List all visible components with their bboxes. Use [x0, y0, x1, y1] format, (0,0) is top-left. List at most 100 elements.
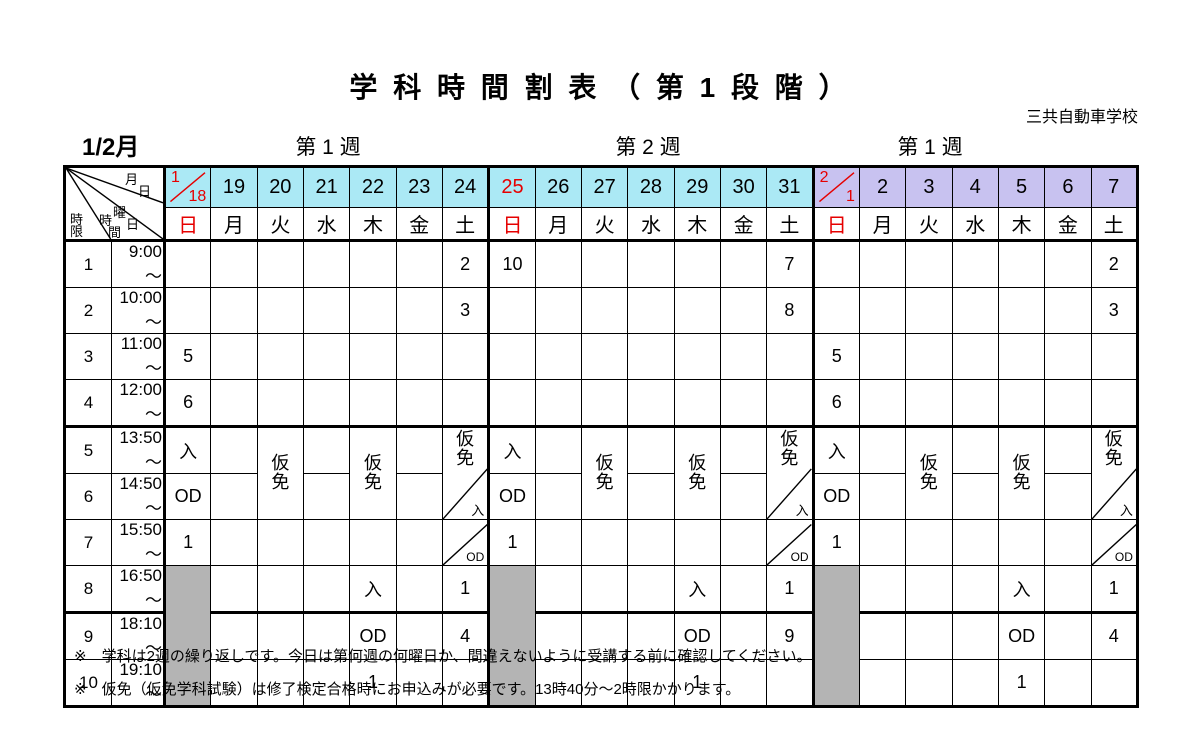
schedule-cell [673, 333, 721, 380]
provisional-license-cell: 仮免 [673, 426, 721, 520]
period-number-cell: 5 [64, 426, 112, 474]
schedule-cell: 入 [673, 565, 721, 614]
schedule-cell: 1 [673, 659, 721, 707]
schedule-cell [1044, 379, 1092, 428]
weekday-cell: 月 [858, 207, 907, 242]
period-time-cell: 10:00～ [111, 287, 166, 334]
schedule-cell [441, 379, 491, 428]
weekday-cell: 木 [349, 207, 397, 242]
period-number-cell: 4 [64, 379, 112, 428]
schedule-cell [951, 473, 999, 520]
period-time-cell: 15:50～ [111, 519, 166, 566]
schedule-cell [256, 565, 304, 614]
od-diagonal-cell: OD [1090, 519, 1139, 566]
schedule-cell [951, 240, 999, 288]
schedule-cell [534, 287, 582, 334]
schedule-cell [951, 519, 999, 566]
schedule-cell [302, 287, 351, 334]
schedule-cell [210, 659, 258, 707]
date-day-part: 18 [188, 188, 207, 205]
schedule-row: 1 9:00～ 2 10 7 2 [64, 240, 1139, 288]
schedule-cell [302, 612, 351, 660]
schedule-cell [256, 333, 304, 380]
schedule-row: 8 16:50～入 1 入 1 入 1 [64, 565, 1139, 707]
schedule-cell [812, 287, 860, 334]
schedule-cell [673, 519, 721, 566]
schedule-cell [858, 426, 907, 474]
week-label-3: 第 1 週 [897, 136, 963, 159]
period-time-cell: 19:10～ [111, 659, 166, 707]
corner-label-time-1: 時 [99, 213, 113, 228]
date-cell: 21 [302, 166, 351, 208]
schedule-cell [951, 612, 999, 660]
schedule-cell [534, 473, 582, 520]
schedule-cell [1044, 240, 1092, 288]
schedule-cell [905, 659, 953, 707]
provisional-license-label: 仮免 [919, 453, 938, 492]
schedule-cell [627, 426, 675, 474]
schedule-cell: 6 [812, 379, 860, 428]
note-provisional-license: ※ 仮免（仮免学科試験）は修了検定合格時にお申込みが必要です。13時40分～2時… [74, 681, 741, 698]
od-sub-label: OD [466, 550, 485, 564]
provisional-license-label: 仮免 [780, 429, 799, 468]
schedule-cell [1090, 659, 1139, 707]
period-number-cell: 1 [64, 240, 112, 288]
schedule-cell [302, 659, 351, 707]
schedule-cell [256, 519, 304, 566]
schedule-cell [719, 240, 768, 288]
schedule-cell: 5 [812, 333, 860, 380]
date-cell: 4 [951, 166, 999, 208]
date-month-part: 2 [819, 169, 829, 186]
schedule-cell [997, 240, 1046, 288]
corner-label-time-2: 間 [108, 225, 122, 240]
date-slash [166, 168, 210, 207]
schedule-cell [951, 426, 999, 474]
provisional-license-label: 仮免 [1012, 453, 1031, 492]
period-time-cell: 16:50～ [111, 565, 166, 614]
date-cell: 23 [395, 166, 443, 208]
schedule-cell [812, 240, 860, 288]
schedule-cell [997, 519, 1046, 566]
schedule-cell: 3 [1090, 287, 1139, 334]
schedule-cell: 4 [1090, 612, 1139, 660]
schedule-row: 9 18:10～ OD 4 OD 9 OD 4 [64, 612, 1139, 660]
weekday-cell: 金 [1044, 207, 1092, 242]
date-cell: 2 [858, 166, 907, 208]
schedule-cell [673, 287, 721, 334]
weekday-cell: 月 [534, 207, 582, 242]
date-cell: 24 [441, 166, 491, 208]
schedule-cell [580, 333, 629, 380]
schedule-row: 2 10:00～ 3 8 3 [64, 287, 1139, 334]
schedule-cell [905, 379, 953, 428]
schedule-cell [719, 333, 768, 380]
schedule-cell [627, 240, 675, 288]
week-label-2: 第 2 週 [615, 136, 681, 159]
schedule-cell [580, 240, 629, 288]
weekday-cell: 水 [951, 207, 999, 242]
schedule-cell [302, 379, 351, 428]
schedule-cell [580, 659, 629, 707]
schedule-cell [395, 333, 443, 380]
schedule-row: 4 12:00～ 6 6 [64, 379, 1139, 428]
schedule-cell: 3 [441, 287, 491, 334]
weekday-cell: 日 [812, 207, 860, 242]
schedule-cell [1044, 426, 1092, 474]
schedule-cell [395, 287, 443, 334]
entry-sub-label: 入 [1119, 503, 1133, 518]
schedule-cell [349, 287, 397, 334]
schedule-cell [1044, 287, 1092, 334]
entry-sub-label: 入 [471, 503, 485, 518]
schedule-cell [349, 240, 397, 288]
period-time-cell: 11:00～ [111, 333, 166, 380]
period-number-cell: 10 [64, 659, 112, 707]
schedule-cell: 入 [163, 426, 212, 474]
schedule-cell [349, 379, 397, 428]
schedule-cell [210, 333, 258, 380]
weekday-cell: 金 [395, 207, 443, 242]
corner-label-weekday-2: 日 [126, 217, 140, 232]
schedule-cell [395, 240, 443, 288]
provisional-license-cell: 仮免 [349, 426, 397, 520]
schedule-cell [302, 519, 351, 566]
schedule-cell [210, 240, 258, 288]
schedule-cell: 1 [488, 519, 536, 566]
